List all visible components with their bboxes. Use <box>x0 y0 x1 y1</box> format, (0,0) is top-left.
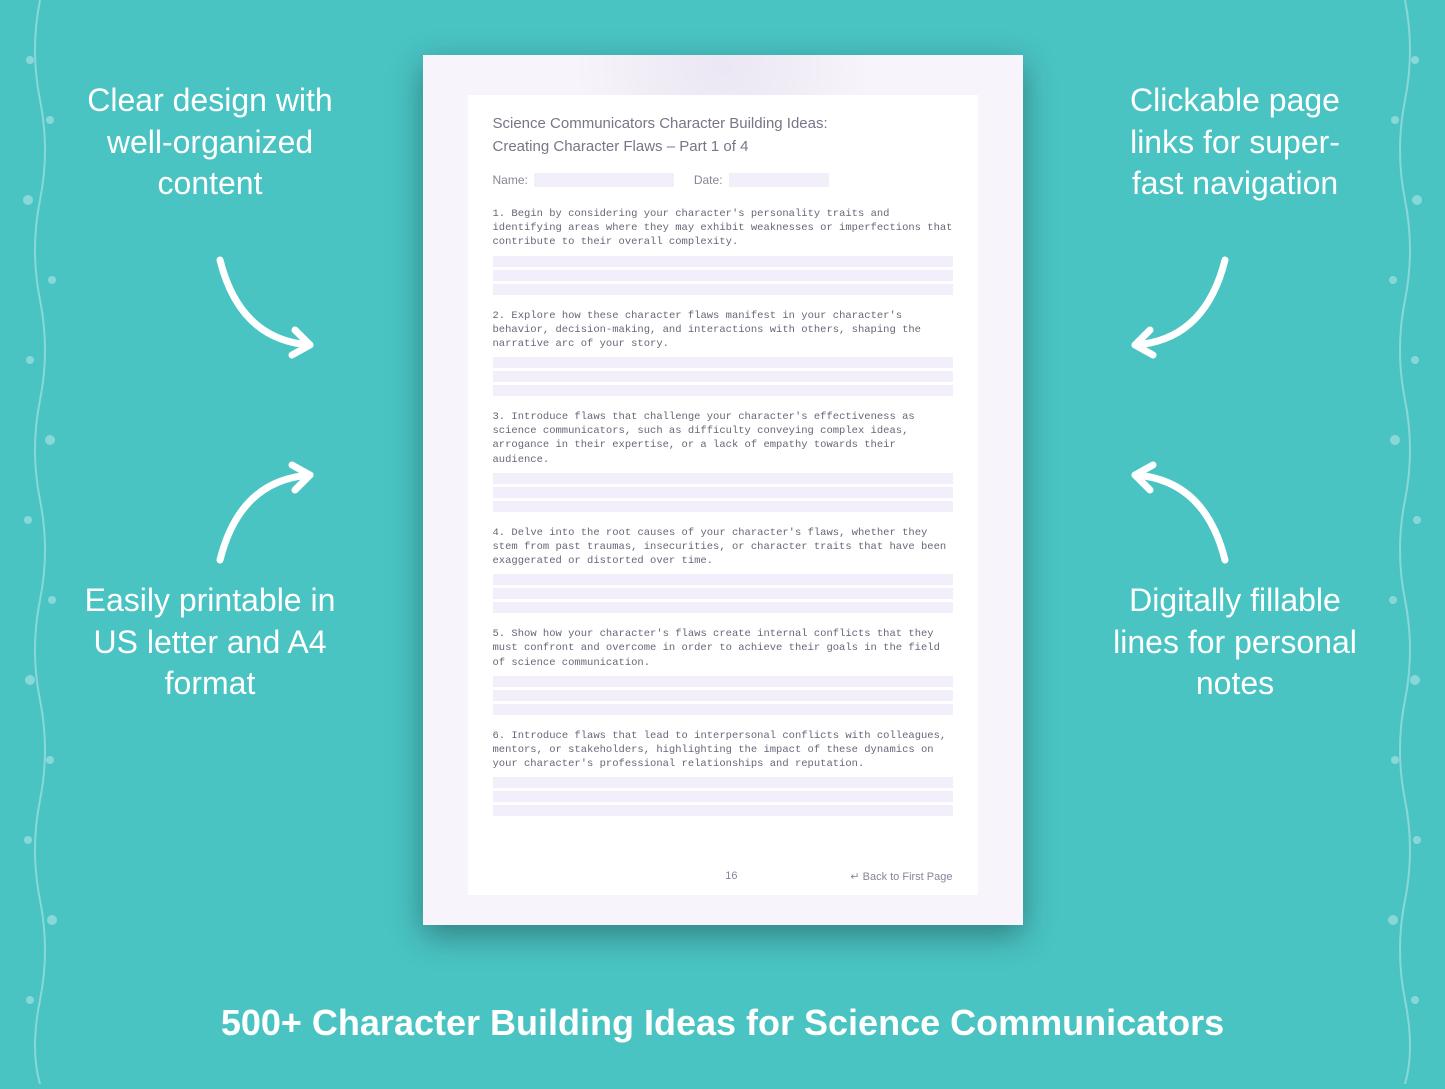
callout-top-right: Clickable page links for super-fast navi… <box>1105 80 1365 205</box>
decorative-vine-left <box>10 0 70 1084</box>
prompt-list: 1. Begin by considering your character's… <box>493 207 953 816</box>
document-inner: Science Communicators Character Building… <box>468 95 978 895</box>
arrow-top-right-icon <box>1115 250 1235 370</box>
callout-top-left: Clear design with well-organized content <box>80 80 340 205</box>
callout-bottom-right: Digitally fillable lines for personal no… <box>1105 580 1365 705</box>
fill-lines[interactable] <box>493 256 953 295</box>
fill-lines[interactable] <box>493 676 953 715</box>
bottom-banner: 500+ Character Building Ideas for Scienc… <box>0 1002 1445 1044</box>
arrow-bottom-right-icon <box>1115 450 1235 570</box>
prompt-item: 6. Introduce flaws that lead to interper… <box>493 729 953 817</box>
decorative-vine-right <box>1375 0 1435 1084</box>
prompt-text: Delve into the root causes of your chara… <box>493 527 947 567</box>
prompt-text: Introduce flaws that lead to interperson… <box>493 730 947 770</box>
document-meta-row: Name: Date: <box>493 173 953 187</box>
prompt-number: 6. <box>493 730 506 742</box>
document-footer: 16 ↵ Back to First Page <box>493 870 953 883</box>
fill-lines[interactable] <box>493 574 953 613</box>
fill-lines[interactable] <box>493 473 953 512</box>
prompt-number: 4. <box>493 527 506 539</box>
document-title: Science Communicators Character Building… <box>493 115 953 132</box>
prompt-number: 3. <box>493 411 506 423</box>
prompt-item: 1. Begin by considering your character's… <box>493 207 953 295</box>
prompt-item: 2. Explore how these character flaws man… <box>493 309 953 397</box>
date-input[interactable] <box>729 173 829 187</box>
prompt-number: 2. <box>493 310 506 322</box>
prompt-text: Explore how these character flaws manife… <box>493 310 921 350</box>
document-page: Science Communicators Character Building… <box>423 55 1023 925</box>
date-label: Date: <box>694 173 723 187</box>
document-subtitle: Creating Character Flaws – Part 1 of 4 <box>493 138 953 155</box>
back-to-first-link[interactable]: ↵ Back to First Page <box>850 870 952 883</box>
page-number: 16 <box>613 870 851 883</box>
prompt-item: 4. Delve into the root causes of your ch… <box>493 526 953 614</box>
fill-lines[interactable] <box>493 777 953 816</box>
prompt-text: Begin by considering your character's pe… <box>493 208 953 248</box>
name-input[interactable] <box>534 173 674 187</box>
prompt-text: Introduce flaws that challenge your char… <box>493 411 915 466</box>
arrow-top-left-icon <box>210 250 330 370</box>
prompt-number: 5. <box>493 628 506 640</box>
prompt-item: 5. Show how your character's flaws creat… <box>493 627 953 715</box>
arrow-bottom-left-icon <box>210 450 330 570</box>
name-field: Name: <box>493 173 674 187</box>
callout-bottom-left: Easily printable in US letter and A4 for… <box>80 580 340 705</box>
name-label: Name: <box>493 173 528 187</box>
prompt-item: 3. Introduce flaws that challenge your c… <box>493 410 953 512</box>
prompt-text: Show how your character's flaws create i… <box>493 628 940 668</box>
prompt-number: 1. <box>493 208 506 220</box>
date-field: Date: <box>694 173 829 187</box>
fill-lines[interactable] <box>493 357 953 396</box>
